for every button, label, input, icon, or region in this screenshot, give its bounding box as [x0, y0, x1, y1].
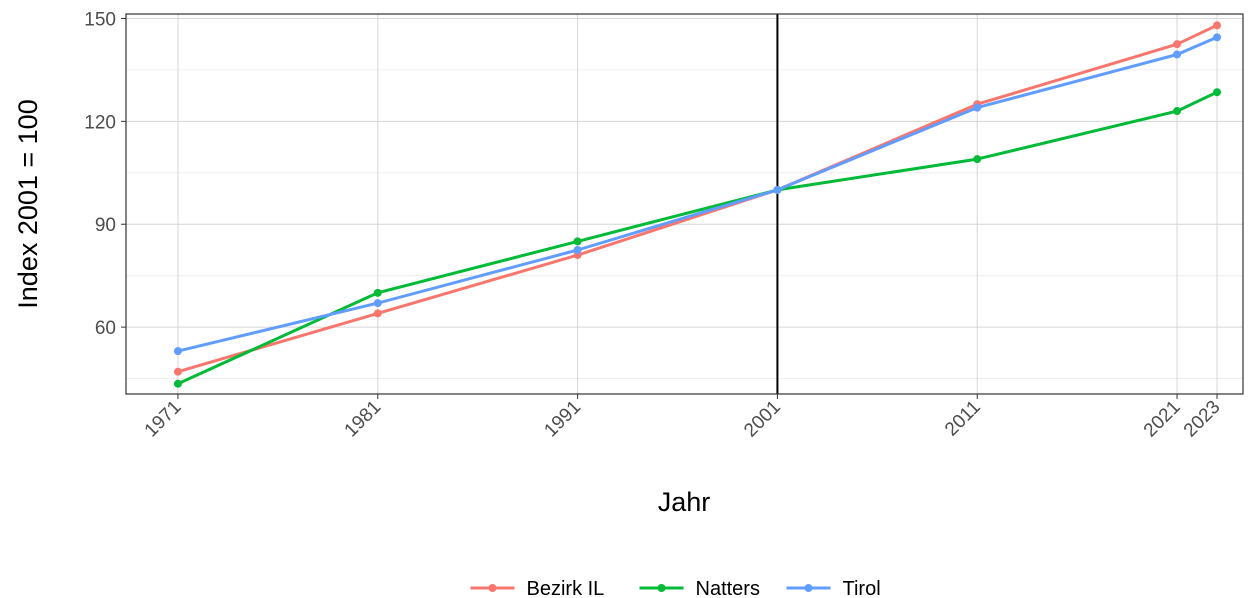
data-point-tirol [373, 299, 382, 308]
series-line-bezirk-il [177, 23, 1218, 374]
data-point-bezirk-il [1213, 21, 1222, 30]
data-point-bezirk-il [1173, 40, 1182, 49]
series-line-tirol [177, 35, 1218, 353]
legend: Bezirk IL Natters Tirol [470, 578, 881, 598]
y-tick-label: 90 [95, 215, 116, 236]
data-point-tirol [773, 185, 782, 194]
series-layer [173, 21, 1222, 388]
data-point-natters [373, 288, 382, 297]
data-point-tirol [173, 347, 182, 356]
legend-label-bezirk-il: Bezirk IL [527, 578, 605, 598]
data-point-bezirk-il [373, 309, 382, 318]
data-point-natters [1213, 88, 1222, 97]
legend-key-point-natters [657, 584, 666, 592]
x-tick-label: 1971 [141, 397, 186, 442]
series-line-natters [177, 90, 1218, 386]
x-tick-label: 2011 [941, 397, 985, 441]
y-tick-label: 120 [84, 112, 116, 133]
legend-label-natters: Natters [696, 578, 760, 598]
data-point-bezirk-il [173, 367, 182, 376]
data-point-tirol [973, 103, 982, 112]
x-tick-label: 2023 [1180, 397, 1225, 442]
x-axis-title: Jahr [658, 487, 711, 517]
data-point-tirol [573, 245, 582, 254]
x-tick-label: 1981 [341, 397, 386, 442]
y-tick-label: 60 [95, 318, 116, 339]
legend-label-tirol: Tirol [843, 578, 881, 598]
data-point-natters [1173, 107, 1182, 116]
x-tick-label: 2001 [740, 397, 785, 442]
data-point-natters [973, 155, 982, 164]
y-tick-label: 150 [84, 9, 116, 30]
x-tick-label: 1991 [540, 397, 585, 442]
data-point-natters [173, 379, 182, 388]
data-point-tirol [1213, 33, 1222, 42]
x-tick-label: 2021 [1140, 397, 1185, 442]
minor-grid [126, 69, 1243, 379]
legend-key-point-tirol [804, 584, 813, 592]
y-axis-title: Index 2001 = 100 [13, 99, 43, 308]
y-axis: 60 90 120 150 [84, 9, 126, 339]
plot-panel-border [125, 13, 1244, 395]
data-point-natters [573, 237, 582, 246]
data-point-tirol [1173, 50, 1182, 59]
legend-key-point-bezirk-il [488, 584, 497, 592]
